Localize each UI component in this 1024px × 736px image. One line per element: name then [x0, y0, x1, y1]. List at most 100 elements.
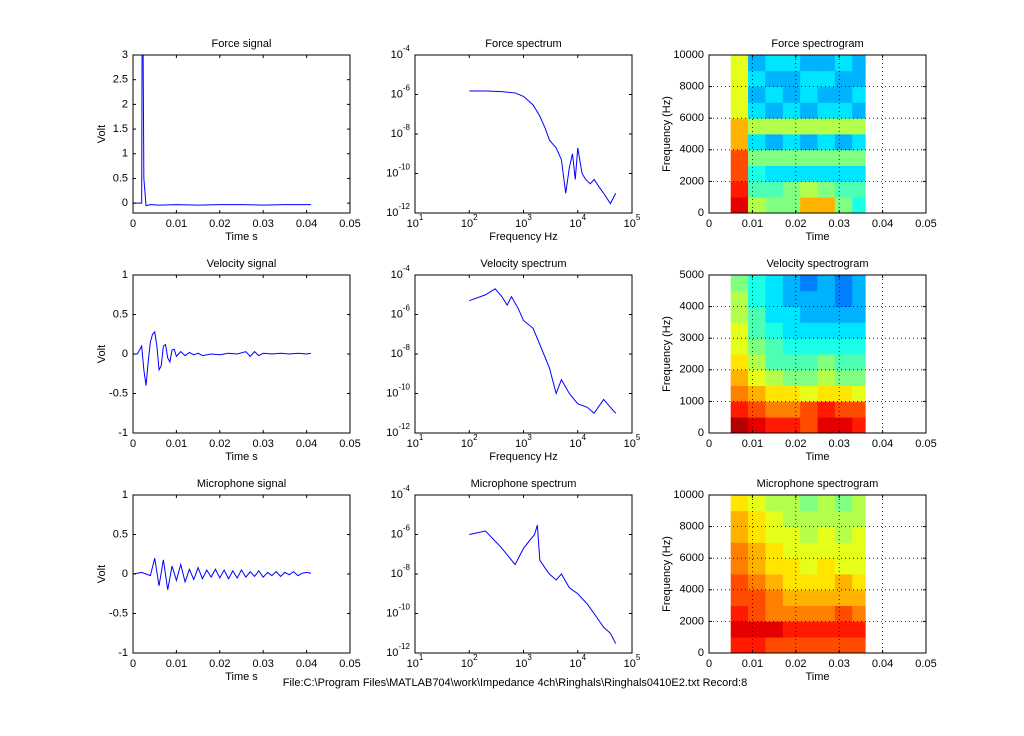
spectrogram-cell: [817, 134, 836, 151]
subplot: Microphone spectrogram Time Frequency (Hz): [661, 478, 927, 683]
spectrogram-cell: [817, 165, 836, 182]
spectrogram-cell: [834, 275, 853, 292]
spectrogram-cell: [782, 637, 801, 653]
spectrogram-cell: [834, 526, 853, 543]
subplot: Force spectrogram Time Frequency (Hz): [661, 38, 927, 243]
tick-exponent: -12: [398, 202, 410, 211]
x-tick-label: 0.05: [339, 658, 360, 670]
spectrogram-cell: [834, 55, 853, 72]
spectrogram-cell: [782, 605, 801, 622]
spectrogram-cell: [800, 605, 818, 622]
spectrogram-cell: [817, 70, 836, 87]
axes-background: [415, 495, 632, 653]
spectrogram-cell: [800, 149, 818, 166]
x-tick-label: 0.05: [915, 658, 936, 670]
plot-area: [133, 55, 311, 207]
spectrogram-cell: [748, 118, 766, 135]
spectrogram-cell: [765, 401, 784, 418]
tick-exponent: 2: [473, 433, 478, 442]
spectrogram-cell: [730, 181, 749, 198]
signal-line: [469, 288, 617, 414]
spectrogram-cell: [852, 70, 866, 87]
spectrogram-cell: [834, 70, 853, 87]
x-axis-label: Time: [805, 451, 829, 463]
spectrogram-cell: [782, 322, 801, 339]
spectrogram-cell: [834, 589, 853, 606]
y-tick-label: 0: [698, 207, 704, 219]
spectrogram-cell: [782, 495, 801, 512]
spectrogram-cell: [765, 181, 784, 198]
spectrogram-cell: [730, 574, 749, 591]
spectrogram-cell: [765, 417, 784, 433]
spectrogram-cell: [730, 605, 749, 622]
tick-exponent: -8: [403, 563, 411, 572]
spectrogram-cell: [730, 118, 749, 135]
spectrogram-cell: [834, 102, 853, 119]
spectrogram-cell: [800, 290, 818, 307]
spectrogram-cell: [817, 574, 836, 591]
spectrogram-cell: [800, 181, 818, 198]
x-tick-label: 0: [706, 438, 712, 450]
plot-area: [730, 55, 866, 213]
spectrogram-cell: [748, 574, 766, 591]
spectrogram-cell: [782, 526, 801, 543]
y-tick-label: 1: [122, 269, 128, 281]
spectrogram-cell: [748, 542, 766, 559]
spectrogram-cell: [817, 102, 836, 119]
spectrogram-cell: [817, 55, 836, 72]
spectrogram-cell: [765, 510, 784, 527]
spectrogram-cell: [765, 621, 784, 638]
spectrogram-cell: [782, 70, 801, 87]
spectrogram-cell: [782, 589, 801, 606]
y-tick-label: 4000: [680, 301, 704, 313]
spectrogram-cell: [748, 526, 766, 543]
subplot-title: Velocity signal: [207, 258, 277, 270]
spectrogram-cell: [800, 322, 818, 339]
spectrogram-cell: [834, 306, 853, 323]
axes-background: [133, 55, 350, 213]
spectrogram-cell: [748, 621, 766, 638]
spectrogram-cell: [800, 526, 818, 543]
x-tick-label: 0.01: [166, 438, 187, 450]
y-tick-label: 1: [122, 489, 128, 501]
spectrogram-cell: [782, 134, 801, 151]
spectrogram-cell: [782, 401, 801, 418]
spectrogram-cell: [748, 306, 766, 323]
spectrogram-cell: [852, 637, 866, 653]
spectrogram-cell: [852, 354, 866, 371]
spectrogram-cell: [800, 306, 818, 323]
tick-exponent: 2: [473, 213, 478, 222]
spectrogram-cell: [800, 102, 818, 119]
x-axis-label: Frequency Hz: [489, 451, 557, 463]
spectrogram-cell: [730, 149, 749, 166]
spectrogram-cell: [782, 542, 801, 559]
spectrogram-cell: [765, 134, 784, 151]
subplot-title: Microphone spectrogram: [757, 478, 879, 490]
subplot-title: Velocity spectrogram: [766, 258, 868, 270]
y-axis-label: Frequency (Hz): [661, 96, 673, 172]
spectrogram-cell: [748, 322, 766, 339]
x-tick-label: 0.04: [872, 658, 893, 670]
spectrogram-cell: [748, 401, 766, 418]
y-tick-label: 8000: [680, 81, 704, 93]
spectrogram-cell: [782, 306, 801, 323]
spectrogram-cell: [834, 322, 853, 339]
spectrogram-cell: [730, 526, 749, 543]
spectrogram-cell: [817, 306, 836, 323]
spectrogram-cell: [748, 70, 766, 87]
spectrogram-cell: [852, 306, 866, 323]
y-tick-label: 2: [122, 98, 128, 110]
spectrogram-cell: [782, 149, 801, 166]
spectrogram-cell: [730, 401, 749, 418]
subplot: Force signal Time s Volt: [96, 38, 351, 243]
spectrogram-cell: [782, 338, 801, 355]
y-tick-label: 1000: [680, 395, 704, 407]
spectrogram-cell: [834, 338, 853, 355]
x-tick-label: 0.04: [872, 438, 893, 450]
x-tick-label: 0.05: [339, 218, 360, 230]
tick-exponent: -4: [403, 484, 411, 493]
spectrogram-cell: [834, 574, 853, 591]
spectrogram-cell: [817, 181, 836, 198]
spectrogram-cell: [817, 149, 836, 166]
spectrogram-cell: [748, 86, 766, 103]
